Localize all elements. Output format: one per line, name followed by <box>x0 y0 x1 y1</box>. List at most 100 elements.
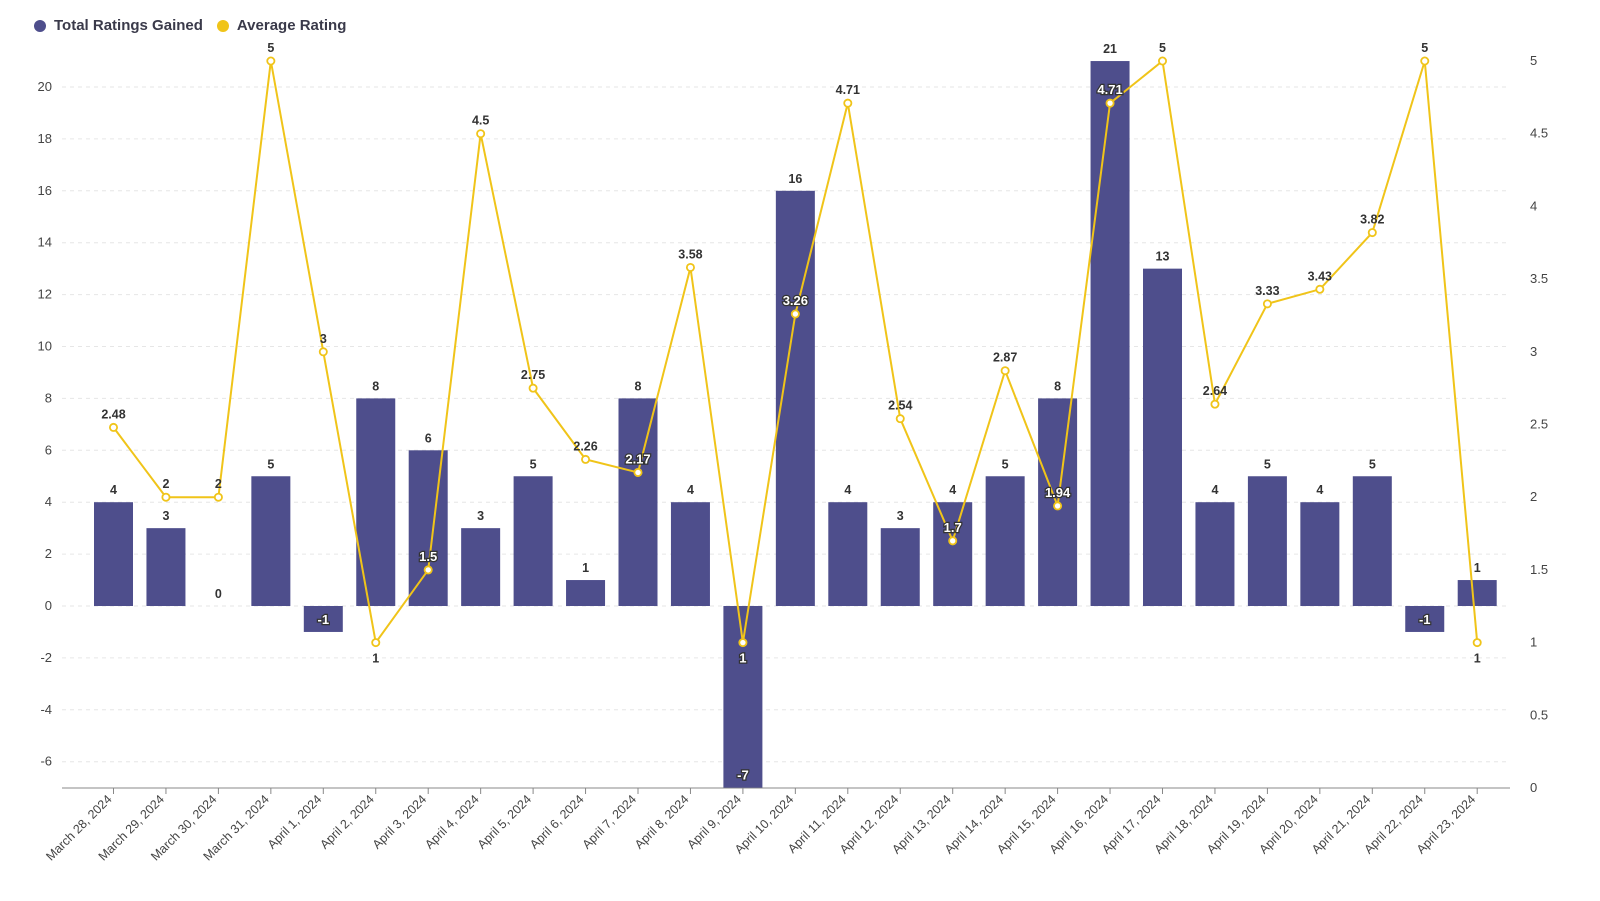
legend-label-average-rating: Average Rating <box>236 17 347 34</box>
legend-item-average-rating[interactable]: Average Rating <box>216 17 347 34</box>
line-point <box>1315 284 1325 294</box>
bar-data-label: 3 <box>897 509 904 523</box>
line-point <box>318 347 328 357</box>
line-data-label: 2.64 <box>1203 384 1227 398</box>
bar <box>356 398 396 606</box>
bar <box>1352 476 1392 606</box>
line-point <box>109 422 119 432</box>
line-point <box>1367 228 1377 238</box>
bar <box>1457 580 1497 606</box>
bar-data-label: 13 <box>1156 250 1170 264</box>
x-tick-label: April 2, 2024 <box>317 792 377 852</box>
bar-data-label: 8 <box>1054 379 1061 393</box>
line-point <box>895 414 905 424</box>
x-tick-label: April 6, 2024 <box>527 792 587 852</box>
chart-legend: Total Ratings Gained Average Rating <box>34 17 346 34</box>
bar-data-label: 4 <box>687 483 694 497</box>
y-left-tick-label: 8 <box>45 390 52 405</box>
legend-item-total-ratings[interactable]: Total Ratings Gained <box>34 17 203 34</box>
line-point <box>1158 56 1168 66</box>
line-data-label: 1.94 <box>1045 485 1071 500</box>
line-point <box>581 454 591 464</box>
y-right-tick-label: 2 <box>1530 489 1537 504</box>
bar <box>670 502 710 606</box>
bar <box>880 528 920 606</box>
line-point <box>843 98 853 108</box>
bar <box>1405 606 1445 632</box>
y-right-tick-label: 3.5 <box>1530 271 1548 286</box>
line-data-label: 2.17 <box>625 451 650 466</box>
line-point <box>1000 366 1010 376</box>
y-right-tick-label: 3 <box>1530 344 1537 359</box>
line-data-label: 2.87 <box>993 351 1017 365</box>
bar-data-label: 16 <box>788 172 802 186</box>
line-data-label: 2.48 <box>101 407 125 421</box>
x-tick-label: April 1, 2024 <box>265 792 325 852</box>
bar <box>146 528 186 606</box>
bar-data-label: 5 <box>1002 457 1009 471</box>
line-point <box>476 129 486 139</box>
x-tick-label: April 8, 2024 <box>632 792 692 852</box>
bar <box>828 502 868 606</box>
bar-data-label: 5 <box>530 457 537 471</box>
bar-data-label: 4 <box>1211 483 1218 497</box>
bar-data-label: 8 <box>372 379 379 393</box>
x-tick-label: April 4, 2024 <box>422 792 482 852</box>
y-right-tick-label: 1.5 <box>1530 562 1548 577</box>
line-data-label: 2.54 <box>888 399 912 413</box>
line-data-label: 3.26 <box>783 293 808 308</box>
line-point <box>948 536 958 546</box>
line-data-label: 2 <box>215 477 222 491</box>
bar <box>618 398 658 606</box>
bar-data-label: 4 <box>844 483 851 497</box>
y-left-tick-label: 0 <box>45 598 52 613</box>
y-right-tick-label: 5 <box>1530 53 1537 68</box>
line-data-label: 4.71 <box>836 83 860 97</box>
y-left-tick-label: 12 <box>38 287 52 302</box>
line-point <box>633 467 643 477</box>
line-data-label: 4.71 <box>1097 82 1122 97</box>
line-point <box>161 492 171 502</box>
line-data-label: 1.7 <box>944 520 962 535</box>
bar-data-label: -1 <box>1419 612 1431 627</box>
line-point <box>1420 56 1430 66</box>
bar <box>1090 61 1130 607</box>
line-point <box>1105 98 1115 108</box>
bar-data-label: 1 <box>1474 561 1481 575</box>
bar-data-label: 4 <box>110 483 117 497</box>
line-point <box>1262 299 1272 309</box>
bar-data-label: -7 <box>737 768 749 783</box>
y-left-tick-label: 4 <box>45 494 52 509</box>
line-data-label: 1 <box>739 651 746 666</box>
bar-data-label: 3 <box>477 509 484 523</box>
line-point <box>213 492 223 502</box>
legend-swatch-bar <box>34 19 46 32</box>
line-data-label: 3.82 <box>1360 213 1384 227</box>
line-point <box>1472 638 1482 648</box>
bar <box>1247 476 1287 606</box>
bar <box>461 528 501 606</box>
y-left-tick-label: 10 <box>38 339 52 354</box>
line-data-label: 1.5 <box>419 549 437 564</box>
bar <box>1300 502 1340 606</box>
line-point <box>1210 399 1220 409</box>
line-data-label: 5 <box>267 41 274 55</box>
line-point <box>738 638 748 648</box>
y-right-tick-label: 4 <box>1530 198 1537 213</box>
x-tick-label: April 3, 2024 <box>370 792 430 852</box>
bar-data-label: 1 <box>582 561 589 575</box>
y-left-tick-label: 2 <box>45 546 52 561</box>
bar <box>985 476 1025 606</box>
y-left-tick-label: 6 <box>45 442 52 457</box>
bar <box>933 502 973 606</box>
bar <box>94 502 133 606</box>
bar-data-label: 6 <box>425 431 432 445</box>
line-data-label: 3.33 <box>1255 284 1279 298</box>
y-left-tick-label: 18 <box>38 131 52 146</box>
line-point <box>1053 501 1063 511</box>
line-point <box>685 262 695 272</box>
y-right-tick-label: 0.5 <box>1530 707 1548 722</box>
bar-data-label: 0 <box>215 587 222 601</box>
bar-data-label: 4 <box>1316 483 1323 497</box>
